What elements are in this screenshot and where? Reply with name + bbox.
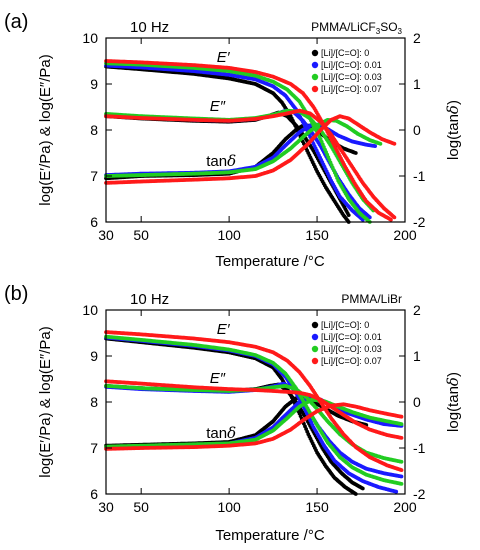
system-label: PMMA/LiCF3SO3 xyxy=(311,20,402,36)
y-tick-label: 8 xyxy=(90,122,98,138)
legend-marker xyxy=(311,61,319,69)
eprime-curve xyxy=(104,336,358,496)
plot-area: 30 50 100 150 200 6 7 8 9 10 -2 -1 0 1 2 E′ E″ tanδ [Li]/[… xyxy=(82,30,425,243)
y-axis-label: log(E′/Pa) & log(E″/Pa) xyxy=(37,54,54,206)
y-tick-label: 7 xyxy=(90,168,98,184)
data-point xyxy=(353,151,358,155)
data-point xyxy=(367,215,372,220)
panel-a: (a) 10 Hz PMMA/LiCF3SO3 30 50 100 150 200678… xyxy=(4,11,462,270)
y2-axis-label-delta: δ xyxy=(444,105,462,114)
data-point xyxy=(360,486,365,491)
y2-tick-label: 0 xyxy=(413,122,421,138)
y2-tick-label: 2 xyxy=(413,30,421,46)
system-label-sub1: 3 xyxy=(376,27,381,36)
frequency-label: 10 Hz xyxy=(130,19,169,36)
system-label-main: PMMA/LiCF xyxy=(311,20,376,34)
data-point xyxy=(399,482,404,486)
series-3 xyxy=(104,61,383,224)
edoubleprime-annotation: E″ xyxy=(210,98,226,115)
legend-label: [Li]/[C=O]: 0.01 xyxy=(321,60,382,70)
legend-label: [Li]/[C=O]: 0 xyxy=(321,48,369,58)
x-tick-label: 200 xyxy=(393,227,417,243)
x-axis-label: Temperature /°C xyxy=(215,253,325,270)
y-tick-label: 6 xyxy=(90,214,98,230)
edoubleprime-curve xyxy=(104,108,397,220)
y2-tick-label: 1 xyxy=(413,76,421,92)
legend-marker xyxy=(311,49,319,57)
data-point xyxy=(373,144,377,149)
series-4 xyxy=(104,59,397,222)
frequency-label: 10 Hz xyxy=(130,291,169,308)
data-point xyxy=(392,215,397,220)
tandelta-curve xyxy=(104,114,397,185)
edoubleprime-curve xyxy=(104,384,404,464)
y-tick-label: 10 xyxy=(82,30,98,46)
x-tick-label: 50 xyxy=(133,227,149,243)
legend: [Li]/[C=O]: 0 [Li]/[C=O]: 0.01 [Li]/[C=O]:… xyxy=(311,48,382,94)
y-tick-label: 9 xyxy=(90,76,98,92)
legend-label: [Li]/[C=O]: 0.03 xyxy=(321,72,382,82)
eprime-curve xyxy=(104,334,404,486)
x-tick-label: 30 xyxy=(98,227,114,243)
edoubleprime-curve xyxy=(104,381,404,479)
system-label: PMMA/LiBr xyxy=(341,292,402,306)
system-label-sub2: 3 xyxy=(398,27,403,36)
system-label-mid: SO xyxy=(380,20,397,34)
legend-label: [Li]/[C=O]: 0.07 xyxy=(321,84,382,94)
y2-axis-label: log(tanδ) xyxy=(444,100,462,160)
x-tick-label: 100 xyxy=(217,227,241,243)
y2-tick-label: -2 xyxy=(413,214,426,230)
system-label-main: PMMA/LiBr xyxy=(341,292,402,306)
data-point xyxy=(346,213,351,218)
tandelta-curve xyxy=(104,118,383,178)
data-point xyxy=(399,474,404,479)
plot-area: 30 50 100 150 200678910-2-1012E′E″tanδ[Li]/[… xyxy=(82,302,425,515)
panel-label: (b) xyxy=(4,283,28,305)
y2-tick-label: -1 xyxy=(413,168,426,184)
data-point xyxy=(378,141,383,146)
x-tick-label: 150 xyxy=(305,227,329,243)
data-point xyxy=(392,141,397,146)
legend-marker xyxy=(311,73,319,81)
legend-marker xyxy=(311,85,319,93)
edoubleprime-curve xyxy=(104,108,376,213)
panel-b: (b) 10 Hz PMMA/LiBr 30 50 100 150 200678910-… xyxy=(4,283,462,544)
eprime-annotation: E′ xyxy=(217,49,231,66)
panel-label: (a) xyxy=(4,11,28,33)
data-point xyxy=(389,217,393,222)
tandelta-annotation: tanδ xyxy=(206,152,236,170)
data-point xyxy=(394,489,399,494)
